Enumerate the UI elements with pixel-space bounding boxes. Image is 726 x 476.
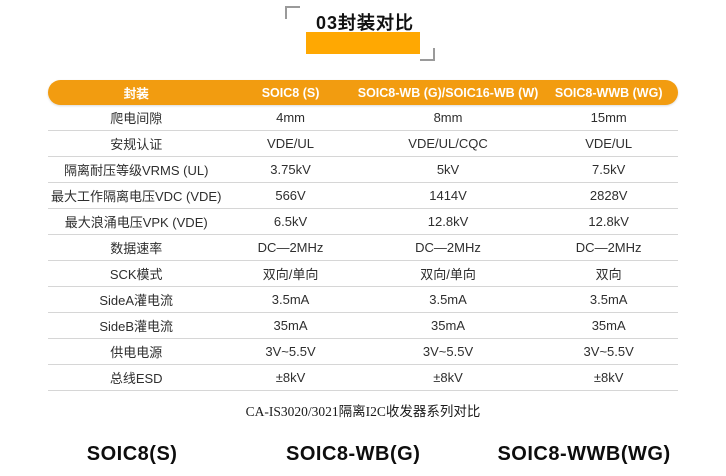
row-value: VDE/UL/CQC (408, 136, 488, 151)
package-comparison-table: 封装 SOIC8 (S) SOIC8-WB (G)/SOIC16-WB (W) … (48, 80, 678, 391)
column-header-soic8-wb: SOIC8-WB (G)/SOIC16-WB (W) (357, 85, 539, 100)
column-header-package: 封装 (123, 87, 149, 101)
row-label: 隔离耐压等级VRMS (UL) (63, 163, 209, 178)
table-row: 最大工作隔离电压VDC (VDE) 566V 1414V 2828V (48, 183, 678, 209)
row-value: 12.8kV (588, 214, 629, 229)
table-row: 供电电源 3V~5.5V 3V~5.5V 3V~5.5V (48, 339, 678, 365)
row-value: ±8kV (593, 370, 624, 385)
row-value: 3V~5.5V (265, 344, 316, 359)
row-label: 最大工作隔离电压VDC (VDE) (50, 189, 222, 204)
column-header-soic8-s: SOIC8 (S) (261, 85, 320, 100)
row-value: 3V~5.5V (583, 344, 634, 359)
table-row: 总线ESD ±8kV ±8kV ±8kV (48, 365, 678, 391)
row-value: 2828V (589, 188, 628, 203)
package-label-soic8-wwb-wg: SOIC8-WWB(WG) (497, 443, 671, 465)
row-value: DC—2MHz (415, 240, 481, 255)
page-header: 03封装对比 (0, 6, 726, 61)
row-label: 最大浪涌电压VPK (VDE) (64, 215, 208, 230)
row-label: SCK模式 (109, 267, 163, 282)
package-label-soic8-wb-g: SOIC8-WB(G) (285, 443, 421, 465)
table-row: 数据速率 DC—2MHz DC—2MHz DC—2MHz (48, 235, 678, 261)
row-value: 5kV (436, 162, 460, 177)
table-row: 最大浪涌电压VPK (VDE) 6.5kV 12.8kV 12.8kV (48, 209, 678, 235)
table-row: 隔离耐压等级VRMS (UL) 3.75kV 5kV 7.5kV (48, 157, 678, 183)
row-value: 8mm (433, 110, 463, 125)
row-value: 566V (275, 188, 306, 203)
row-value: 1414V (429, 188, 467, 203)
row-value: 3V~5.5V (422, 344, 474, 359)
row-value: ±8kV (433, 370, 463, 385)
row-value: VDE/UL (267, 136, 315, 151)
row-value: ±8kV (275, 370, 306, 385)
title-bracket-bottom-right-icon (420, 48, 436, 61)
table-row: SCK模式 双向/单向 双向/单向 双向 (48, 261, 678, 287)
table-caption: CA-IS3020/3021隔离I2C收发器系列对比 (245, 404, 481, 419)
table-row: SideB灌电流 35mA 35mA 35mA (48, 313, 678, 339)
row-label: 总线ESD (109, 371, 163, 386)
package-labels-row: SOIC8(S) SOIC8-WB(G) SOIC8-WWB(WG) (0, 443, 726, 466)
row-value: 15mm (590, 110, 627, 125)
row-value: 3.5mA (589, 292, 628, 307)
title-bracket-top-left-icon (284, 6, 300, 19)
column-header-soic8-wwb: SOIC8-WWB (WG) (554, 85, 663, 100)
row-label: SideA灌电流 (99, 293, 174, 308)
package-label-soic8-s: SOIC8(S) (86, 443, 178, 465)
row-value: DC—2MHz (257, 240, 324, 255)
table-body: 爬电间隙 4mm 8mm 15mm 安规认证 VDE/UL VDE/UL/CQC… (48, 105, 678, 391)
row-label: 爬电间隙 (110, 111, 163, 126)
row-value: 双向/单向 (262, 267, 319, 282)
row-value: 35mA (431, 318, 466, 333)
row-value: 双向 (595, 267, 622, 282)
table-row: SideA灌电流 3.5mA 3.5mA 3.5mA (48, 287, 678, 313)
row-value: 3.5mA (429, 292, 467, 307)
row-value: VDE/UL (585, 136, 633, 151)
row-label: SideB灌电流 (99, 319, 174, 334)
row-label: 安规认证 (110, 137, 163, 152)
row-value: 6.5kV (273, 214, 308, 229)
row-label: 数据速率 (110, 241, 163, 256)
row-value: 3.75kV (270, 162, 311, 177)
row-value: 12.8kV (427, 214, 469, 229)
page-title: 03封装对比 (284, 6, 436, 61)
row-value: 4mm (276, 110, 305, 125)
row-value: 3.5mA (271, 292, 310, 307)
row-value: 7.5kV (592, 162, 626, 177)
row-value: DC—2MHz (575, 240, 642, 255)
table-row: 安规认证 VDE/UL VDE/UL/CQC VDE/UL (48, 131, 678, 157)
row-value: 35mA (591, 318, 626, 333)
table-header-row: 封装 SOIC8 (S) SOIC8-WB (G)/SOIC16-WB (W) … (48, 80, 678, 105)
row-value: 35mA (273, 318, 308, 333)
table-row: 爬电间隙 4mm 8mm 15mm (48, 105, 678, 131)
row-label: 供电电源 (110, 345, 163, 360)
row-value: 双向/单向 (420, 267, 476, 282)
